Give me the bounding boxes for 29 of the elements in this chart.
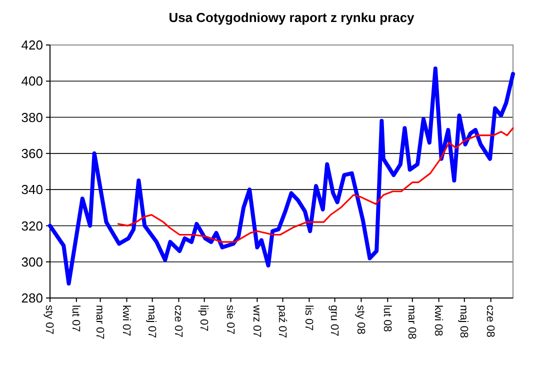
x-tick-label: cze 08 xyxy=(484,305,496,338)
x-tick-label: paź 07 xyxy=(276,305,288,338)
x-tick-label: mar 08 xyxy=(406,305,418,340)
y-tick-label: 360 xyxy=(21,146,43,161)
y-tick-label: 380 xyxy=(21,110,43,125)
x-tick-label: sie 07 xyxy=(224,305,236,334)
x-tick-label: maj 07 xyxy=(145,305,158,338)
line-series xyxy=(48,66,515,286)
x-tick-label: lis 07 xyxy=(302,305,314,331)
x-tick-label: wrz 07 xyxy=(250,304,262,338)
y-tick-label: 300 xyxy=(21,254,43,270)
y-tick-label: 400 xyxy=(21,74,43,89)
x-tick-label: cze 07 xyxy=(172,305,184,338)
y-tick-label: 420 xyxy=(21,38,43,53)
x-tick-label: kwi 08 xyxy=(432,305,444,336)
x-tick-label: lip 07 xyxy=(197,305,210,332)
x-tick-label: lut 08 xyxy=(380,305,393,332)
chart-title: Usa Cotygodniowy raport z rynku pracy xyxy=(168,10,416,25)
x-tick-label: lut 07 xyxy=(70,305,82,332)
x-tick-label: kwi 07 xyxy=(120,305,132,336)
y-tick-label: 340 xyxy=(21,182,43,198)
x-tick-label: sty 08 xyxy=(354,305,366,334)
x-tick-label: gru 07 xyxy=(328,305,340,336)
x-tick-label: sty 07 xyxy=(43,305,56,334)
x-tick-label: maj 08 xyxy=(458,305,470,338)
line-series xyxy=(117,127,514,243)
y-tick-label: 280 xyxy=(21,290,43,306)
x-tick-label: mar 07 xyxy=(93,305,106,340)
y-tick-label: 320 xyxy=(21,218,43,234)
